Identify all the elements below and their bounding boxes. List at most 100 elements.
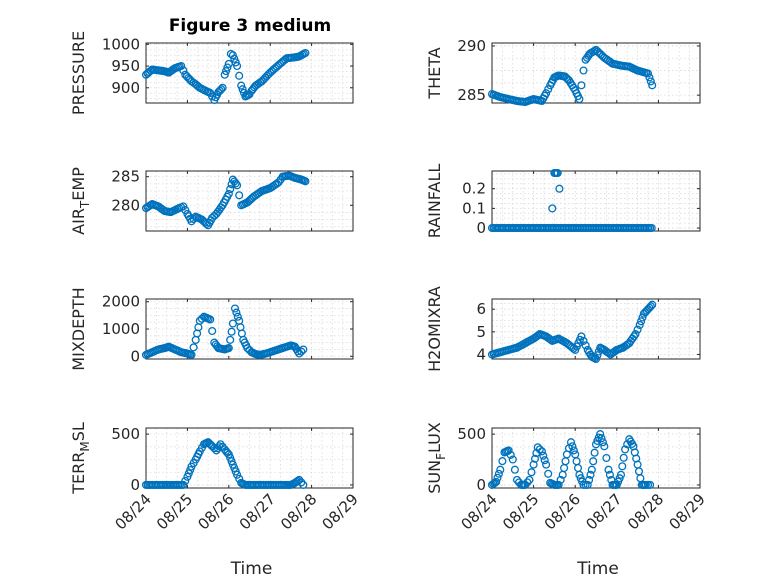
data-point <box>529 460 538 469</box>
data-point <box>498 457 507 466</box>
y-tick-label: 285 <box>111 168 140 186</box>
data-point <box>232 308 241 317</box>
data-point <box>542 89 551 98</box>
data-point <box>195 316 204 325</box>
axes-box <box>491 42 701 104</box>
data-point <box>237 329 246 338</box>
data-point <box>224 344 233 353</box>
data-point <box>634 467 644 476</box>
subplot-pressure: 900 950 1000 PRESSURE <box>69 31 354 115</box>
data-point <box>648 300 657 309</box>
data-point <box>619 453 628 462</box>
data-point <box>235 71 244 80</box>
data-point <box>243 344 252 353</box>
data-point <box>646 77 655 86</box>
data-point <box>591 354 601 364</box>
data-point <box>577 81 586 90</box>
data-point <box>492 477 501 486</box>
y-tick-label: 500 <box>457 425 486 443</box>
data-point <box>600 442 609 451</box>
data-point <box>530 454 540 463</box>
data-point <box>238 85 247 94</box>
data-point <box>297 478 306 487</box>
data-point <box>301 48 310 58</box>
data-point <box>504 446 513 455</box>
data-point <box>579 336 588 345</box>
data-point <box>566 438 576 447</box>
data-point <box>230 54 239 63</box>
x-tick-label: 08/27 <box>582 490 625 533</box>
data-point <box>621 445 630 454</box>
data-point <box>636 474 645 483</box>
data-point <box>577 332 586 341</box>
data-point <box>602 453 611 463</box>
data-point <box>575 95 584 104</box>
y-tick-label: 950 <box>111 57 140 75</box>
data-point <box>177 61 186 71</box>
data-point <box>646 480 655 489</box>
data-point <box>181 476 190 485</box>
data-point <box>299 345 308 354</box>
y-tick-label: 2000 <box>102 293 140 311</box>
x-tick-label: 08/27 <box>236 490 279 533</box>
data-point <box>521 480 530 489</box>
data-point <box>590 448 599 457</box>
data-point <box>637 317 646 326</box>
data-point <box>506 450 515 459</box>
data-point <box>586 470 595 479</box>
data-point <box>233 61 242 71</box>
data-point <box>217 85 226 94</box>
data-point <box>569 446 578 455</box>
x-tick-label: 08/25 <box>153 490 196 533</box>
x-axis-label: Time <box>576 559 619 579</box>
data-point <box>226 335 235 344</box>
data-point <box>556 475 565 484</box>
data-point <box>301 177 310 186</box>
subplot-air-temp: 280 285 AIRTEMP <box>69 167 354 235</box>
subplot-rainfall: 0 0.10.2 RAINFALL <box>425 164 701 239</box>
y-tick-label: 0 <box>130 476 140 494</box>
subplot-mixdepth: 0 1000 2000 MIXDEPTH <box>69 287 354 371</box>
data-point <box>579 66 588 75</box>
data-point <box>227 327 236 336</box>
data-point <box>646 302 655 311</box>
subplot-theta: 285 290 THETA <box>425 37 701 107</box>
data-point <box>187 217 196 226</box>
data-point <box>512 475 522 484</box>
data-point <box>230 304 240 313</box>
axes-box <box>145 170 354 232</box>
x-tick-label: 08/29 <box>666 490 709 533</box>
data-point <box>555 184 564 193</box>
data-point <box>233 181 242 190</box>
data-point <box>496 465 505 474</box>
data-point <box>493 473 502 482</box>
data-point <box>647 223 656 233</box>
data-point <box>216 440 225 449</box>
data-point <box>544 469 553 478</box>
data-point <box>533 443 542 452</box>
data-point <box>233 470 242 479</box>
y-axis-label: AIRTEMP <box>69 167 92 235</box>
y-tick-label: 0 <box>476 219 486 237</box>
data-point <box>587 465 596 474</box>
data-point <box>618 462 627 471</box>
data-point <box>525 475 534 484</box>
y-tick-label: 290 <box>457 37 486 55</box>
y-tick-label: 0 <box>130 347 140 365</box>
data-point <box>648 81 657 90</box>
data-point <box>616 470 626 479</box>
y-axis-label: PRESSURE <box>69 31 88 115</box>
x-tick-label: 08/28 <box>277 490 320 533</box>
data-point <box>218 83 227 92</box>
data-point <box>542 460 551 469</box>
data-point <box>585 475 594 484</box>
y-axis-label: RAINFALL <box>425 164 444 239</box>
data-point <box>194 323 203 332</box>
data-point <box>189 343 198 352</box>
y-tick-label: 500 <box>111 425 140 443</box>
data-point <box>206 315 215 324</box>
data-point <box>643 69 653 78</box>
data-point <box>231 58 240 67</box>
